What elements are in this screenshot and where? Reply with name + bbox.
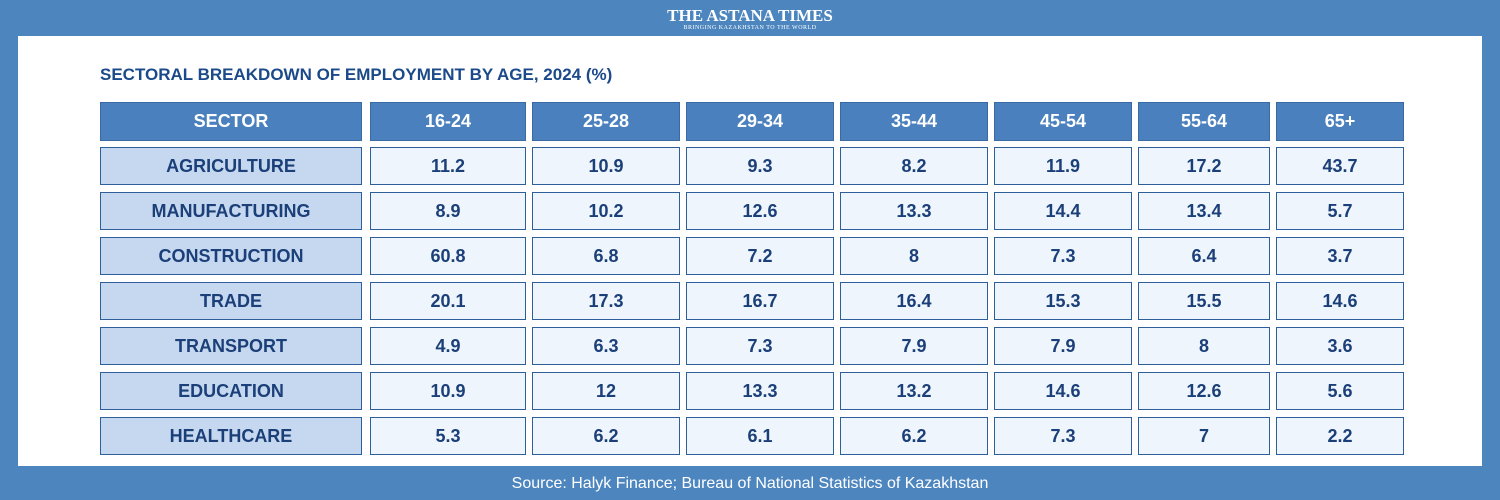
row-label: HEALTHCARE — [100, 417, 362, 455]
cell: 7.9 — [840, 327, 988, 365]
cell: 14.4 — [994, 192, 1132, 230]
cell: 14.6 — [1276, 282, 1404, 320]
cell: 12.6 — [686, 192, 834, 230]
source-note: Source: Halyk Finance; Bureau of Nationa… — [511, 475, 989, 492]
cell: 8.2 — [840, 147, 988, 185]
cell: 13.3 — [686, 372, 834, 410]
cell: 4.9 — [370, 327, 526, 365]
cell: 5.7 — [1276, 192, 1404, 230]
cell: 13.4 — [1138, 192, 1270, 230]
cell: 7.3 — [686, 327, 834, 365]
cell: 10.2 — [532, 192, 680, 230]
cell: 3.7 — [1276, 237, 1404, 275]
row-label: CONSTRUCTION — [100, 237, 362, 275]
cell: 7.9 — [994, 327, 1132, 365]
cell: 7 — [1138, 417, 1270, 455]
cell: 14.6 — [994, 372, 1132, 410]
column-header: 16-24 — [370, 102, 526, 141]
cell: 5.3 — [370, 417, 526, 455]
cell: 12 — [532, 372, 680, 410]
column-header: 45-54 — [994, 102, 1132, 141]
cell: 12.6 — [1138, 372, 1270, 410]
row-label: AGRICULTURE — [100, 147, 362, 185]
row-label: EDUCATION — [100, 372, 362, 410]
row-label: TRADE — [100, 282, 362, 320]
cell: 60.8 — [370, 237, 526, 275]
cell: 6.1 — [686, 417, 834, 455]
cell: 10.9 — [532, 147, 680, 185]
cell: 3.6 — [1276, 327, 1404, 365]
cell: 7.3 — [994, 417, 1132, 455]
cell: 6.3 — [532, 327, 680, 365]
cell: 15.5 — [1138, 282, 1270, 320]
column-header: 65+ — [1276, 102, 1404, 141]
column-header: 25-28 — [532, 102, 680, 141]
column-header: 55-64 — [1138, 102, 1270, 141]
cell: 6.8 — [532, 237, 680, 275]
row-label: TRANSPORT — [100, 327, 362, 365]
row-label: MANUFACTURING — [100, 192, 362, 230]
cell: 7.3 — [994, 237, 1132, 275]
cell: 43.7 — [1276, 147, 1404, 185]
cell: 6.4 — [1138, 237, 1270, 275]
cell: 13.3 — [840, 192, 988, 230]
cell: 13.2 — [840, 372, 988, 410]
cell: 7.2 — [686, 237, 834, 275]
cell: 17.2 — [1138, 147, 1270, 185]
cell: 17.3 — [532, 282, 680, 320]
cell: 8 — [1138, 327, 1270, 365]
cell: 5.6 — [1276, 372, 1404, 410]
cell: 8.9 — [370, 192, 526, 230]
column-header: SECTOR — [100, 102, 362, 141]
cell: 6.2 — [840, 417, 988, 455]
cell: 9.3 — [686, 147, 834, 185]
cell: 16.7 — [686, 282, 834, 320]
cell: 10.9 — [370, 372, 526, 410]
cell: 16.4 — [840, 282, 988, 320]
cell: 20.1 — [370, 282, 526, 320]
table-title: SECTORAL BREAKDOWN OF EMPLOYMENT BY AGE,… — [100, 65, 613, 84]
cell: 11.2 — [370, 147, 526, 185]
cell: 11.9 — [994, 147, 1132, 185]
tagline: BRINGING KAZAKHSTAN TO THE WORLD — [683, 25, 817, 31]
column-header: 29-34 — [686, 102, 834, 141]
cell: 15.3 — [994, 282, 1132, 320]
column-header: 35-44 — [840, 102, 988, 141]
cell: 8 — [840, 237, 988, 275]
cell: 2.2 — [1276, 417, 1404, 455]
brand: THE ASTANA TIMES — [667, 6, 833, 25]
cell: 6.2 — [532, 417, 680, 455]
